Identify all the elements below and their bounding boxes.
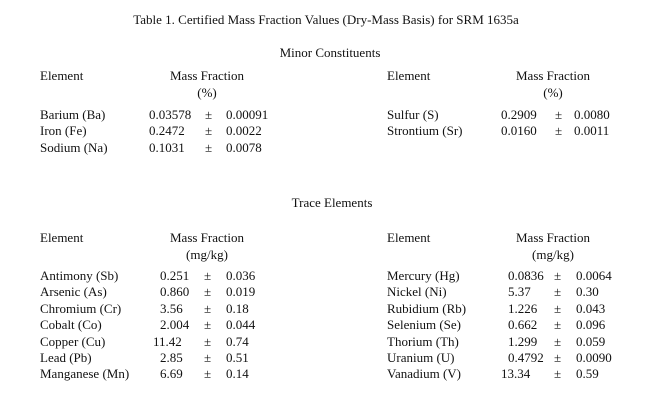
cell-uncertainty: 0.00091	[226, 107, 269, 122]
minor-col-element-right: Element	[387, 68, 431, 83]
minor-col-mass-right: Mass Fraction	[515, 68, 591, 83]
cell-uncertainty: 0.30	[576, 284, 599, 300]
minor-col-element-left: Element	[40, 68, 84, 83]
cell-uncertainty: 0.51	[226, 350, 249, 365]
cell-element: Nickel (Ni)	[387, 284, 447, 300]
cell-plus-minus: ±	[205, 107, 213, 122]
cell-element: Chromium (Cr)	[40, 300, 122, 316]
cell-plus-minus: ±	[204, 333, 212, 349]
trace-unit-right: (mg/kg)	[532, 247, 574, 262]
cell-plus-minus: ±	[554, 350, 562, 365]
cell-plus-minus: ±	[554, 268, 562, 283]
cell-value: 3.56	[160, 300, 183, 316]
cell-value: 2.85	[160, 350, 183, 365]
cell-uncertainty: 0.0022	[226, 123, 262, 139]
cell-plus-minus: ±	[554, 366, 562, 382]
cell-element: Sodium (Na)	[40, 139, 108, 155]
cell-uncertainty: 0.0080	[574, 107, 610, 122]
cell-value: 13.34	[501, 366, 531, 382]
cell-uncertainty: 0.036	[226, 268, 256, 283]
cell-uncertainty: 0.0078	[226, 139, 262, 155]
cell-element: Sulfur (S)	[387, 107, 439, 122]
trace-heading: Trace Elements	[291, 195, 373, 210]
cell-plus-minus: ±	[205, 123, 213, 139]
cell-uncertainty: 0.059	[576, 333, 606, 349]
cell-value: 0.03578	[149, 107, 192, 122]
cell-uncertainty: 0.74	[226, 333, 249, 349]
cell-element: Antimony (Sb)	[40, 268, 119, 283]
cell-element: Barium (Ba)	[40, 107, 106, 122]
minor-unit-right: (%)	[543, 85, 563, 100]
cell-value: 0.0836	[508, 268, 544, 283]
cell-plus-minus: ±	[204, 284, 212, 300]
cell-value: 0.4792	[508, 350, 544, 365]
cell-value: 2.004	[160, 317, 190, 333]
cell-element: Mercury (Hg)	[387, 268, 460, 283]
cell-plus-minus: ±	[554, 333, 562, 349]
cell-uncertainty: 0.0090	[576, 350, 612, 365]
cell-plus-minus: ±	[204, 350, 212, 365]
cell-element: Lead (Pb)	[40, 350, 92, 365]
cell-plus-minus: ±	[554, 300, 562, 316]
minor-unit-left: (%)	[197, 85, 217, 100]
cell-value: 0.2909	[501, 107, 537, 122]
cell-value: 0.662	[508, 317, 538, 333]
cell-element: Selenium (Se)	[387, 317, 462, 333]
cell-plus-minus: ±	[554, 284, 562, 300]
cell-uncertainty: 0.0011	[574, 123, 610, 139]
cell-plus-minus: ±	[204, 268, 212, 283]
cell-value: 1.299	[508, 333, 538, 349]
cell-element: Strontium (Sr)	[387, 123, 463, 139]
table-title: Table 1. Certified Mass Fraction Values …	[133, 12, 519, 27]
minor-heading: Minor Constituents	[279, 45, 381, 60]
cell-element: Arsenic (As)	[40, 284, 107, 300]
cell-uncertainty: 0.59	[576, 366, 599, 382]
cell-plus-minus: ±	[554, 317, 562, 333]
cell-plus-minus: ±	[555, 107, 563, 122]
cell-plus-minus: ±	[555, 123, 563, 139]
cell-uncertainty: 0.18	[226, 300, 249, 316]
cell-element: Copper (Cu)	[40, 333, 106, 349]
trace-col-mass-left: Mass Fraction	[169, 230, 245, 245]
cell-element: Manganese (Mn)	[40, 366, 130, 382]
cell-plus-minus: ±	[204, 300, 212, 316]
cell-value: 0.1031	[149, 139, 185, 155]
cell-uncertainty: 0.044	[226, 317, 256, 333]
trace-unit-left: (mg/kg)	[186, 247, 228, 262]
cell-value: 0.0160	[501, 123, 537, 139]
cell-value: 11.42	[153, 333, 182, 349]
trace-col-element-right: Element	[387, 230, 431, 245]
cell-element: Cobalt (Co)	[40, 317, 102, 333]
trace-col-mass-right: Mass Fraction	[515, 230, 591, 245]
cell-plus-minus: ±	[204, 317, 212, 333]
cell-value: 0.2472	[149, 123, 185, 139]
cell-value: 6.69	[160, 366, 183, 382]
cell-uncertainty: 0.096	[576, 317, 606, 333]
minor-col-mass-left: Mass Fraction	[169, 68, 245, 83]
cell-value: 0.860	[160, 284, 190, 300]
cell-plus-minus: ±	[204, 366, 212, 382]
cell-uncertainty: 0.043	[576, 300, 606, 316]
trace-col-element-left: Element	[40, 230, 84, 245]
cell-value: 1.226	[508, 300, 538, 316]
cell-plus-minus: ±	[205, 139, 213, 155]
cell-value: 0.251	[160, 268, 190, 283]
cell-element: Iron (Fe)	[40, 123, 87, 139]
cell-element: Thorium (Th)	[387, 333, 459, 349]
cell-uncertainty: 0.019	[226, 284, 256, 300]
cell-uncertainty: 0.0064	[576, 268, 612, 283]
cell-value: 5.37	[508, 284, 531, 300]
cell-element: Uranium (U)	[387, 350, 455, 365]
cell-element: Vanadium (V)	[387, 366, 462, 382]
cell-uncertainty: 0.14	[226, 366, 249, 382]
cell-element: Rubidium (Rb)	[387, 300, 467, 316]
